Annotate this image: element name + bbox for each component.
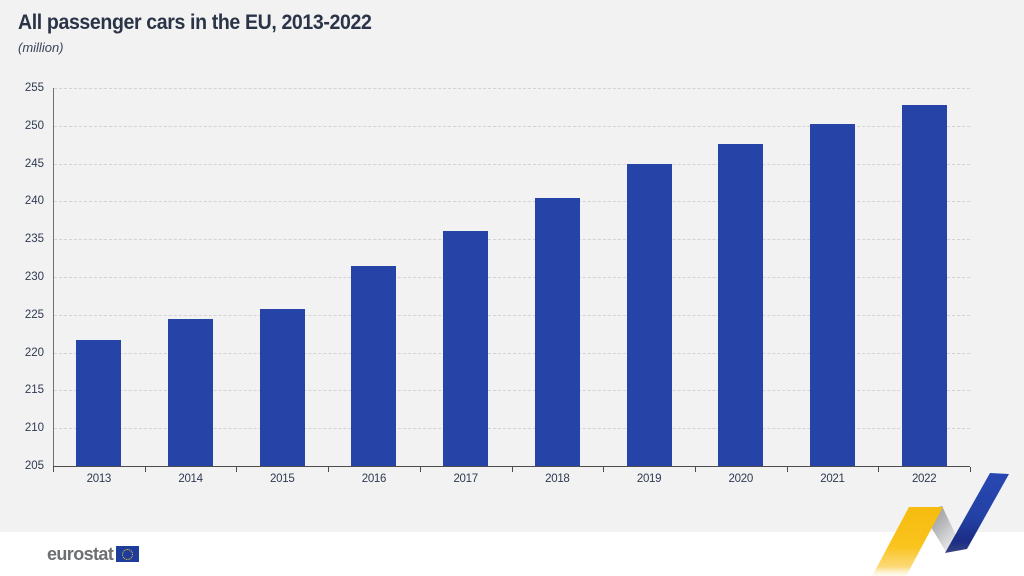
- gridline: [54, 277, 970, 278]
- gridline: [54, 314, 970, 316]
- x-axis-tick-label: 2019: [636, 473, 662, 485]
- y-axis-tick-label: 210: [24, 422, 44, 435]
- x-axis-tick: [419, 467, 421, 472]
- footer-strip: [0, 532, 1024, 576]
- x-axis-line: [53, 466, 970, 467]
- y-axis-tick-label: 225: [24, 308, 44, 321]
- x-axis-tick: [603, 467, 605, 472]
- y-axis-tick-label: 220: [24, 346, 44, 359]
- gridline: [54, 125, 970, 127]
- x-axis-tick-label: 2021: [820, 473, 845, 485]
- bar-2022: [901, 105, 947, 466]
- x-axis-tick: [694, 467, 696, 472]
- x-axis-tick-label: 2018: [545, 473, 570, 485]
- x-axis-tick: [970, 467, 971, 472]
- x-axis-tick: [53, 467, 54, 472]
- x-axis-tick: [878, 467, 880, 472]
- x-axis-tick-label: 2017: [453, 473, 478, 485]
- x-axis-tick-label: 2013: [86, 473, 112, 485]
- y-axis-line: [53, 88, 54, 466]
- eu-flag-icon: [116, 546, 140, 562]
- gridline: [54, 201, 970, 203]
- gridline: [54, 88, 970, 89]
- y-axis-tick-label: 205: [24, 460, 44, 472]
- x-axis-tick: [144, 467, 146, 472]
- y-axis-tick-label: 250: [24, 119, 44, 132]
- y-axis-tick-label: 245: [24, 157, 44, 170]
- bar-2019: [626, 164, 672, 466]
- x-axis-tick-label: 2016: [361, 473, 387, 485]
- y-axis-tick-label: 215: [24, 384, 44, 397]
- x-axis-tick: [328, 467, 330, 472]
- x-axis-tick: [511, 467, 513, 472]
- y-axis-tick-label: 230: [24, 271, 44, 283]
- bar-2021: [809, 123, 855, 466]
- gridline: [54, 428, 970, 430]
- eurostat-logo: eurostat: [47, 544, 140, 564]
- gridline: [54, 390, 970, 392]
- bar-2018: [534, 197, 580, 466]
- bar-2015: [259, 308, 305, 466]
- bar-2016: [351, 266, 397, 466]
- gridline: [54, 239, 970, 241]
- x-axis-tick-label: 2020: [728, 473, 754, 485]
- eurostat-logo-text: eurostat: [47, 544, 114, 564]
- x-axis-tick: [236, 467, 238, 472]
- chart-title: All passenger cars in the EU, 2013-2022: [18, 11, 372, 34]
- x-axis-tick-label: 2015: [270, 473, 295, 485]
- y-axis-tick-label: 235: [24, 233, 44, 246]
- y-axis-tick-label: 255: [24, 82, 44, 94]
- x-axis-tick: [786, 467, 788, 472]
- gridline: [54, 163, 970, 165]
- y-axis-tick-label: 240: [24, 195, 44, 208]
- x-axis-tick-label: 2014: [178, 473, 203, 485]
- bar-2017: [443, 230, 489, 466]
- gridline: [54, 352, 970, 354]
- bar-2014: [168, 319, 214, 466]
- x-axis-tick-label: 2022: [911, 473, 937, 485]
- bar-2013: [76, 339, 122, 466]
- bar-2020: [718, 143, 764, 466]
- chart-subtitle-unit: (million): [18, 40, 64, 55]
